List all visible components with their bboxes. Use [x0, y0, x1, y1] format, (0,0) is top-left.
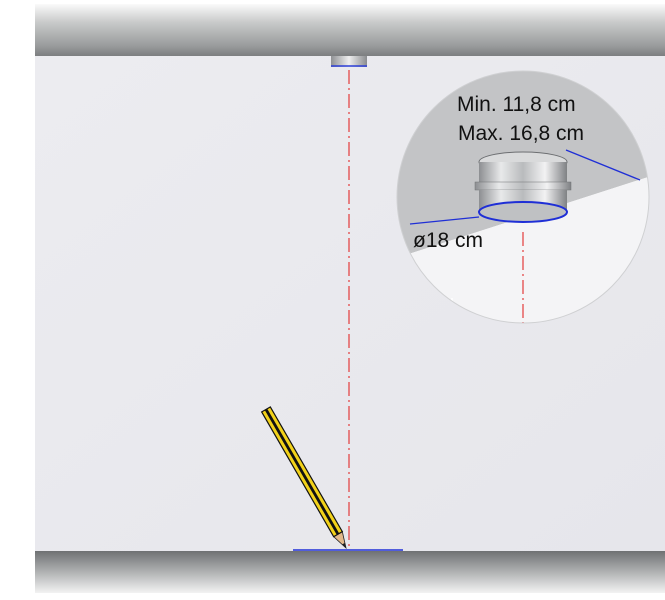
collar-detail: [474, 151, 572, 223]
diameter-label: ø18 cm: [413, 229, 484, 252]
ceiling-beam: [35, 4, 665, 56]
diameter-dimension-line: [409, 216, 480, 225]
floor-beam: [35, 551, 665, 593]
ceiling-collar: [331, 56, 367, 67]
pencil-icon: [260, 406, 347, 550]
max-height-label: Max. 16,8 cm: [458, 122, 585, 145]
min-height-label: Min. 11,8 cm: [457, 93, 576, 116]
height-dimension-line: [565, 149, 641, 181]
zoom-detail-circle: [396, 70, 650, 324]
